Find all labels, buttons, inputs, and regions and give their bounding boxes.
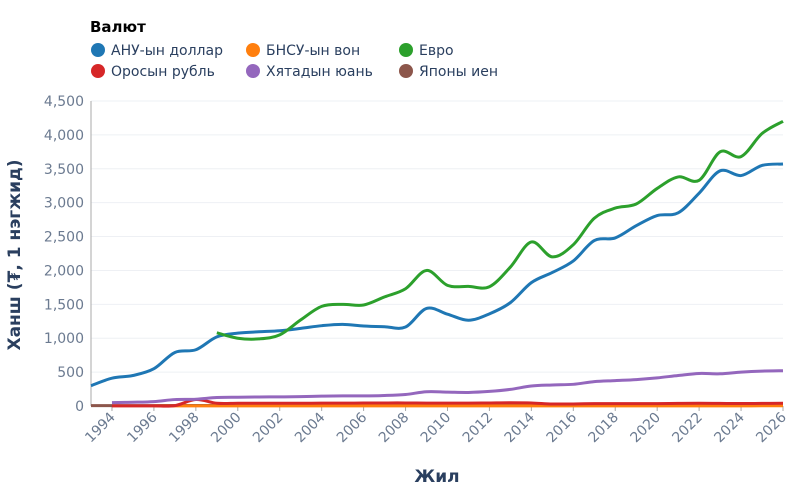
x-tick-label: 2020 [627,410,664,447]
legend-item[interactable]: Оросын рубль [91,64,215,80]
y-tick-label: 3,000 [44,196,84,212]
series-line-4 [112,371,783,403]
y-tick-label: 1,500 [44,297,84,313]
x-axis-label: Жил [414,467,459,487]
x-tick-label: 2022 [669,410,706,447]
x-tick-label: 2024 [711,409,748,446]
x-tick-label: 2004 [292,409,329,446]
y-tick-label: 4,000 [44,128,84,144]
x-tick-label: 2012 [460,410,497,447]
y-axis: 0 500 1,000 1,500 2,000 2,500 3,000 3,500 4,000 4… [44,94,91,415]
y-tick-label: 2,000 [44,263,84,279]
legend-marker-icon [246,64,260,78]
grid [91,101,783,372]
y-tick-label: 1,000 [44,331,84,347]
x-tick-label: 2014 [502,409,539,446]
legend-label: АНУ-ын доллар [111,43,223,59]
x-tick-label: 2026 [753,409,790,446]
legend-item[interactable]: Японы иен [399,64,498,80]
y-axis-label: Ханш (₮, 1 нэгжид) [5,159,25,350]
x-tick-label: 2018 [586,410,623,447]
y-tick-label: 2,500 [44,230,84,246]
legend-marker-icon [399,43,413,57]
x-tick-label: 2006 [334,409,371,446]
legend-label: Евро [419,43,454,59]
legend-title: Валют [90,18,146,36]
legend: АНУ-ын доллар БНСУ-ын вон Евро Оросын рубль… [91,43,498,80]
x-tick-label: 2002 [250,410,287,447]
y-tick-label: 3,500 [44,162,84,178]
y-tick-label: 0 [75,399,84,415]
legend-marker-icon [91,43,105,57]
legend-marker-icon [91,64,105,78]
legend-marker-icon [399,64,413,78]
y-tick-label: 4,500 [44,94,84,110]
x-tick-label: 1996 [124,409,161,446]
x-tick-label: 1998 [166,410,203,447]
legend-label: Оросын рубль [111,64,215,80]
legend-label: БНСУ-ын вон [266,43,360,59]
x-tick-label: 2000 [208,410,245,447]
legend-item[interactable]: Евро [399,43,454,59]
x-tick-label: 2008 [376,410,413,447]
legend-item[interactable]: Хятадын юань [246,64,373,80]
legend-item[interactable]: АНУ-ын доллар [91,43,223,59]
x-tick-label: 2010 [418,410,455,447]
x-tick-label: 2016 [544,409,581,446]
y-tick-label: 500 [57,365,84,381]
legend-item[interactable]: БНСУ-ын вон [246,43,360,59]
legend-label: Японы иен [419,64,498,80]
legend-label: Хятадын юань [266,64,373,80]
x-tick-label: 1994 [82,409,119,446]
legend-marker-icon [246,43,260,57]
series-line-2 [217,121,783,339]
series-lines [91,121,783,406]
